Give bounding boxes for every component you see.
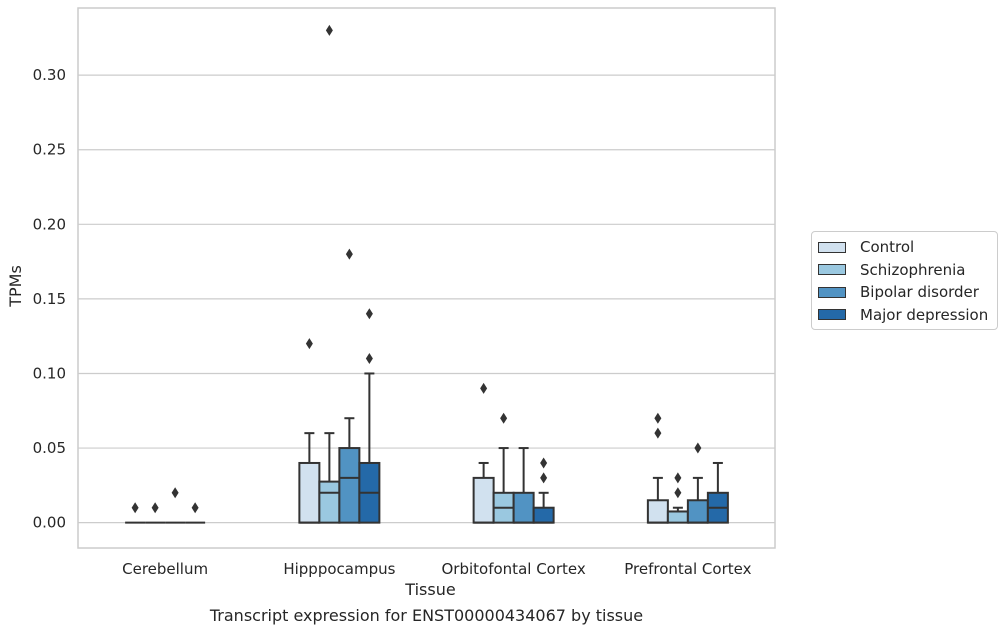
box-major-depression-hipppocampus (358, 308, 381, 524)
box-control-cerebellum (125, 502, 146, 524)
outlier-point (365, 308, 373, 320)
outlier-point (171, 487, 179, 499)
x-tick-label-cerebellum: Cerebellum (122, 560, 208, 578)
legend-label-schizophrenia: Schizophrenia (860, 260, 966, 279)
box-schizophrenia-orbitofontal-cortex (492, 412, 515, 524)
outlier-point (654, 427, 662, 439)
outlier-point (345, 248, 353, 260)
box-bipolar-disorder-prefrontal-cortex (686, 442, 709, 524)
y-tick-label: 0.10 (33, 364, 66, 382)
x-tick-label-orbitofontal-cortex: Orbitofontal Cortex (442, 560, 586, 578)
box-bipolar-disorder-hipppocampus (338, 248, 361, 524)
y-tick-label: 0.25 (33, 141, 66, 159)
box-major-depression-cerebellum (185, 502, 206, 524)
box-schizophrenia-cerebellum (145, 502, 166, 524)
legend-item-control: Control (812, 236, 997, 259)
box-control-orbitofontal-cortex (472, 382, 495, 524)
box-control-hipppocampus (298, 338, 321, 524)
outlier-point (325, 24, 333, 36)
x-axis-label: Tissue (404, 580, 455, 599)
plot-frame (77, 7, 776, 549)
box-layer (125, 24, 729, 524)
outlier-point (694, 442, 702, 454)
box-bipolar-disorder-cerebellum (165, 487, 186, 524)
outlier-point (151, 502, 159, 514)
box-schizophrenia-hipppocampus (318, 24, 341, 524)
box-schizophrenia-prefrontal-cortex (666, 472, 689, 524)
legend-swatch-schizophrenia (818, 264, 846, 276)
y-axis-label: TPMs (6, 265, 25, 308)
legend-label-major-depression: Major depression (860, 305, 989, 324)
outlier-point (674, 472, 682, 484)
y-tick-label: 0.00 (33, 514, 66, 532)
box-major-depression-orbitofontal-cortex (532, 457, 555, 524)
legend-swatch-major-depression (818, 309, 846, 321)
figure-caption: Transcript expression for ENST0000043406… (209, 606, 644, 625)
tick-layer: 0.00 0.05 0.10 0.15 0.20 0.25 0.30 Cerebellum Hi… (33, 66, 752, 578)
y-tick-label: 0.30 (33, 66, 66, 84)
outlier-point (540, 457, 548, 469)
box-bipolar-disorder-orbitofontal-cortex (512, 447, 535, 524)
legend-item-schizophrenia: Schizophrenia (812, 259, 997, 282)
y-tick-label: 0.05 (33, 439, 66, 457)
legend-label-bipolar-disorder: Bipolar disorder (860, 283, 979, 302)
outlier-point (365, 353, 373, 365)
legend-item-bipolar-disorder: Bipolar disorder (812, 281, 997, 304)
outlier-point (480, 382, 488, 394)
box-body (318, 480, 341, 524)
outlier-point (131, 502, 139, 514)
x-tick-label-hipppocampus: Hipppocampus (283, 560, 395, 578)
box-body (338, 447, 361, 524)
legend-label-control: Control (860, 238, 915, 257)
box-body (532, 506, 555, 524)
chart-legend: Control Schizophrenia Bipolar disorder M… (811, 231, 998, 330)
y-tick-label: 0.20 (33, 215, 66, 233)
grid-layer (78, 74, 775, 524)
box-body (298, 461, 321, 524)
legend-swatch-control (818, 241, 846, 253)
outlier-point (305, 338, 313, 350)
box-body (686, 499, 709, 524)
box-control-prefrontal-cortex (646, 412, 669, 524)
box-body (512, 491, 535, 524)
outlier-point (191, 502, 199, 514)
x-tick-label-prefrontal-cortex: Prefrontal Cortex (624, 560, 751, 578)
outlier-point (540, 472, 548, 484)
legend-swatch-bipolar-disorder (818, 286, 846, 298)
y-tick-label: 0.15 (33, 290, 66, 308)
outlier-point (674, 487, 682, 499)
outlier-point (500, 412, 508, 424)
box-body (666, 510, 689, 524)
box-body (472, 476, 495, 524)
box-major-depression-prefrontal-cortex (706, 461, 729, 524)
outlier-point (654, 412, 662, 424)
box-body (646, 499, 669, 524)
legend-item-major-depression: Major depression (812, 304, 997, 327)
